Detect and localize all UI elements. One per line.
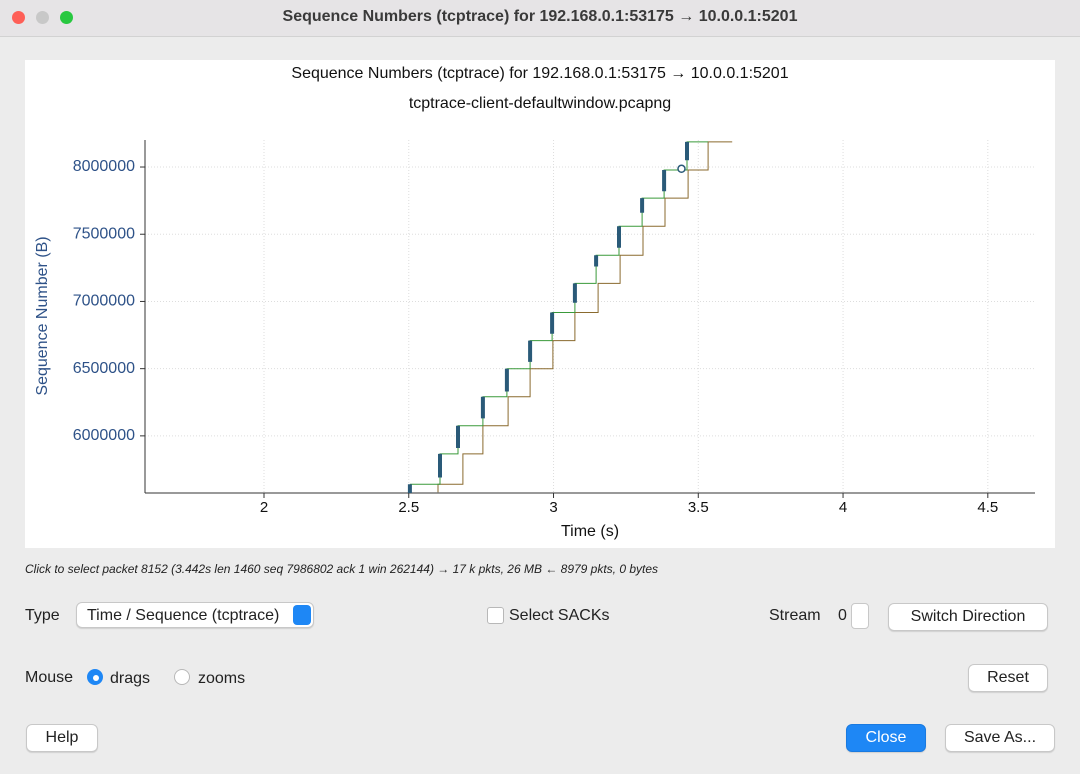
y-tick-label: 8000000 (73, 158, 135, 175)
series-line (437, 141, 733, 493)
zooms-radio[interactable] (174, 669, 190, 685)
sacks-checkbox[interactable] (487, 607, 504, 624)
y-tick-label: 7000000 (73, 293, 135, 310)
y-tick-label: 6000000 (73, 427, 135, 444)
chart-subtitle: tcptrace-client-defaultwindow.pcapng (409, 95, 671, 112)
chart-title: Sequence Numbers (tcptrace) for 192.168.… (291, 65, 788, 82)
x-tick-label: 3.5 (688, 499, 709, 516)
title-bar: Sequence Numbers (tcptrace) for 192.168.… (0, 0, 1080, 37)
type-label: Type (25, 607, 60, 624)
x-tick-label: 2 (260, 499, 268, 516)
stream-value[interactable]: 0 (838, 607, 847, 624)
chart-panel[interactable]: Sequence Numbers (tcptrace) for 192.168.… (25, 60, 1055, 548)
x-axis-label: Time (s) (561, 523, 619, 540)
zooms-label: zooms (198, 670, 246, 687)
reset-button[interactable]: Reset (968, 664, 1048, 692)
switch-direction-button[interactable]: Switch Direction (888, 603, 1048, 631)
selected-packet (677, 164, 686, 174)
sacks-label: Select SACKs (509, 607, 610, 624)
drags-label: drags (110, 670, 151, 687)
series-line (407, 141, 689, 493)
stream-label: Stream (769, 607, 821, 624)
type-value: Time / Sequence (tcptrace) (87, 607, 280, 624)
y-axis-label: Sequence Number (B) (34, 236, 51, 395)
select-arrows (293, 605, 311, 625)
help-button[interactable]: Help (26, 724, 98, 752)
window-title: Sequence Numbers (tcptrace) for 192.168.… (282, 8, 798, 25)
stream-stepper[interactable] (851, 603, 869, 629)
close-window[interactable] (12, 11, 25, 24)
x-tick-label: 3 (549, 499, 557, 516)
close-button[interactable]: Close (846, 724, 926, 752)
x-tick-label: 4.5 (977, 499, 998, 516)
series-line (409, 141, 709, 485)
status-text: Click to select packet 8152 (3.442s len … (25, 562, 659, 576)
type-select[interactable]: Time / Sequence (tcptrace) (76, 602, 314, 628)
minimize-window[interactable] (36, 11, 49, 24)
chart[interactable]: Sequence Numbers (tcptrace) for 192.168.… (25, 60, 1055, 548)
save-as-button[interactable]: Save As... (945, 724, 1055, 752)
x-tick-label: 2.5 (398, 499, 419, 516)
drags-radio[interactable] (87, 669, 103, 685)
y-tick-label: 7500000 (73, 225, 135, 242)
x-tick-label: 4 (839, 499, 847, 516)
mouse-label: Mouse (25, 669, 74, 686)
zoom-window[interactable] (60, 11, 73, 24)
y-tick-label: 6500000 (73, 360, 135, 377)
